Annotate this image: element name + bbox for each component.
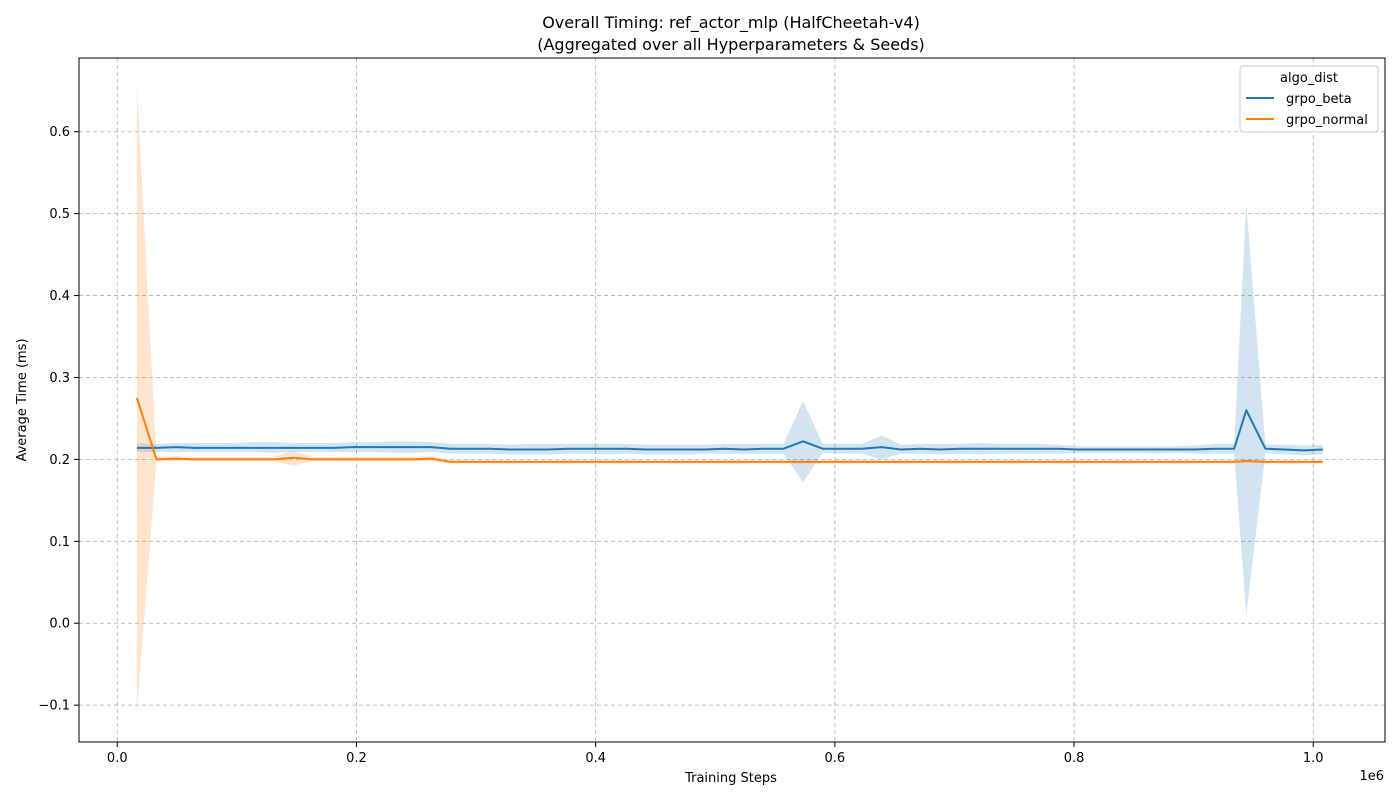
legend-title: algo_dist (1280, 71, 1338, 86)
series-line-grpo_beta (136, 409, 1323, 452)
chart-subtitle: (Aggregated over all Hyperparameters & S… (537, 35, 925, 54)
chart-title: Overall Timing: ref_actor_mlp (HalfCheet… (542, 13, 920, 33)
x-offset-label: 1e6 (1359, 769, 1384, 784)
y-tick-label: 0.6 (49, 125, 70, 140)
y-axis-label: Average Time (ms) (15, 338, 30, 461)
y-tick-label: 0.0 (49, 617, 70, 632)
x-axis-label: Training Steps (684, 771, 777, 786)
axes-frame (78, 57, 1386, 743)
x-tick-label: 0.8 (1064, 751, 1085, 766)
legend-label-grpo_normal: grpo_normal (1286, 113, 1368, 128)
x-tick-label: 0.4 (585, 751, 606, 766)
legend-box (1239, 65, 1379, 133)
y-tick-label: −0.1 (38, 699, 70, 714)
x-tick-label: 0.0 (107, 751, 128, 766)
x-tick-label: 1.0 (1303, 751, 1324, 766)
x-tick-label: 0.2 (346, 751, 367, 766)
y-tick-label: 0.4 (49, 289, 70, 304)
y-tick-label: 0.3 (49, 371, 70, 386)
legend: algo_dist grpo_beta grpo_normal (1239, 65, 1379, 133)
y-tick-label: 0.5 (49, 207, 70, 222)
y-tick-label: 0.1 (49, 535, 70, 550)
y-tick-label: 0.2 (49, 453, 70, 468)
plot-area: 0.0 0.2 0.4 0.6 0.8 1.0 −0.1 0.0 0.1 0.2 0.3 0.4 0.5… (38, 57, 1386, 766)
x-tick-label: 0.6 (825, 751, 846, 766)
legend-label-grpo_beta: grpo_beta (1286, 92, 1352, 107)
series-line-grpo_normal (135, 397, 1323, 463)
